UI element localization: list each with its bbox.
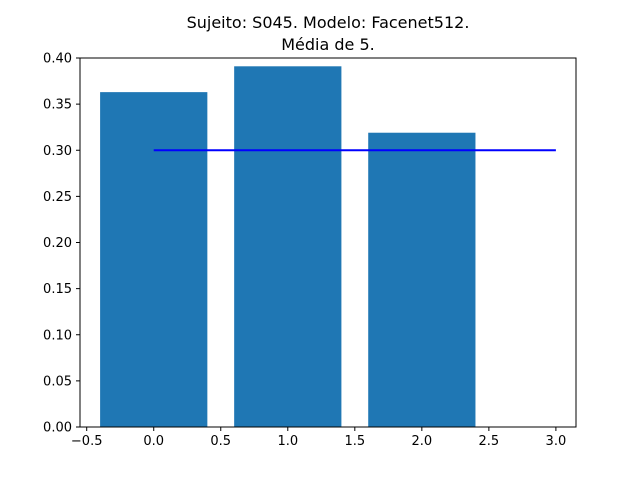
y-tick-label: 0.10 xyxy=(43,328,72,343)
bar-1 xyxy=(234,66,342,428)
x-tick-label: 1.0 xyxy=(277,434,298,449)
plot-area: −0.5 0.0 0.5 1.0 1.5 2.0 2.5 3.0 0.00 0.05 0.10 0.1… xyxy=(43,52,577,449)
y-tick-label: 0.00 xyxy=(43,421,72,436)
chart-title: Sujeito: S045. Modelo: Facenet512. xyxy=(187,13,470,32)
x-tick-label: 3.0 xyxy=(546,434,567,449)
bar-0 xyxy=(100,92,208,427)
y-tick-label: 0.05 xyxy=(43,374,72,389)
x-tick-label: 2.5 xyxy=(479,434,500,449)
chart-subtitle: Média de 5. xyxy=(281,35,375,54)
x-tick-label: 2.0 xyxy=(411,434,432,449)
x-tick-label: 0.5 xyxy=(210,434,231,449)
x-tick-label: 1.5 xyxy=(344,434,365,449)
y-tick-label: 0.15 xyxy=(43,282,72,297)
bar-2 xyxy=(368,132,476,427)
y-tick-label: 0.30 xyxy=(43,144,72,159)
y-tick-label: 0.25 xyxy=(43,190,72,205)
y-tick-label: 0.20 xyxy=(43,236,72,251)
y-tick-label: 0.35 xyxy=(43,98,72,113)
y-tick-label: 0.40 xyxy=(43,52,72,67)
x-tick-label: 0.0 xyxy=(143,434,164,449)
x-tick-label: −0.5 xyxy=(71,434,103,449)
